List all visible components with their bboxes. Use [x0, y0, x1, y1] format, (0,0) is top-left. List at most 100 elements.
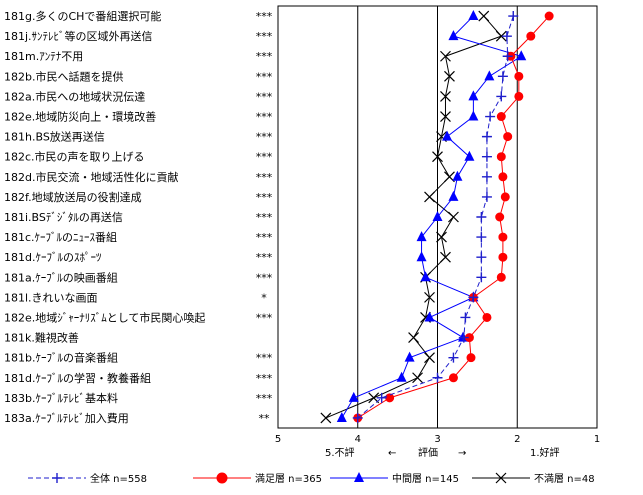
data-point	[440, 50, 451, 62]
data-point	[376, 392, 387, 403]
data-point	[440, 251, 451, 263]
category-label: 181d.ｹｰﾌﾞﾙの学習・教養番組	[4, 371, 151, 385]
data-point	[448, 373, 458, 383]
data-point	[495, 472, 507, 484]
category-label: 182e.地域ｼﾞｬｰﾅﾘｽﾞﾑとして市民関心喚起	[4, 310, 205, 324]
legend-item: 全体 n=558	[28, 472, 147, 485]
data-point	[424, 311, 435, 322]
data-point	[502, 51, 513, 62]
category-label: 182a.市民への地域状況伝達	[4, 89, 145, 103]
data-point	[320, 412, 332, 424]
data-point	[424, 291, 435, 303]
data-point	[440, 91, 451, 102]
category-label: 181h.BS放送再送信	[4, 130, 105, 144]
data-point	[476, 232, 487, 243]
data-point	[216, 472, 228, 484]
category-label: 182c.市民の声を取り上げる	[4, 150, 145, 164]
legend-label: 不満層 n=48	[534, 473, 595, 485]
data-point	[514, 71, 524, 81]
data-point	[448, 211, 459, 223]
data-point	[464, 150, 475, 161]
significance-mark: ***	[256, 231, 273, 244]
category-label: 181c.ｹｰﾌﾞﾙのﾆｭｰｽ番組	[4, 231, 117, 244]
data-point	[498, 232, 508, 242]
category-label: 183a.ｹｰﾌﾞﾙﾃﾚﾋﾞ加入費用	[4, 411, 129, 425]
x-axis-caption-left: 5.不評	[325, 446, 355, 459]
data-point	[481, 131, 492, 142]
category-label: 181g.多くのCHで番組選択可能	[4, 9, 161, 23]
category-labels: 181g.多くのCHで番組選択可能 181j.ｻﾝﾃﾚﾋﾞ等の区域外再送信 181m…	[4, 9, 205, 425]
data-point	[476, 212, 487, 222]
data-point	[508, 11, 519, 22]
significance-mark: ***	[256, 30, 273, 43]
data-point	[458, 332, 469, 343]
significance-labels: ****************************************…	[256, 10, 273, 425]
significance-mark: ***	[256, 191, 273, 204]
data-point	[476, 252, 487, 263]
legend-item: 満足層 n=365	[193, 472, 322, 485]
data-point	[500, 192, 510, 202]
legend-item: 不満層 n=48	[472, 472, 595, 485]
data-point	[354, 472, 364, 482]
significance-mark: *	[261, 291, 267, 304]
data-point	[495, 212, 505, 222]
significance-mark: ***	[256, 352, 273, 365]
data-point	[476, 272, 487, 283]
data-point	[448, 352, 459, 363]
significance-mark: ***	[256, 271, 273, 284]
data-point	[478, 10, 490, 22]
data-point	[495, 30, 507, 42]
category-label: 181j.ｻﾝﾃﾚﾋﾞ等の区域外再送信	[4, 29, 153, 43]
significance-mark: ***	[256, 211, 273, 224]
category-label: 182b.市民へ話題を提供	[4, 69, 123, 83]
category-label: 181m.ｱﾝﾃﾅ不用	[4, 50, 83, 63]
data-point	[498, 252, 508, 262]
data-point	[481, 191, 492, 202]
significance-mark: ***	[256, 311, 273, 324]
series-line	[341, 15, 523, 419]
data-point	[336, 411, 347, 422]
data-point	[416, 251, 427, 262]
legend: 全体 n=558 満足層 n=365 中間層 n=145 不満層 n=48	[28, 472, 595, 485]
data-point	[484, 70, 495, 81]
data-point	[432, 372, 443, 383]
series-4	[320, 10, 507, 424]
series-2	[353, 11, 554, 423]
x-axis-arrow-right: →	[458, 448, 466, 459]
data-point	[516, 50, 527, 61]
data-point	[448, 30, 459, 41]
significance-mark: ***	[256, 131, 273, 144]
series-3	[336, 10, 527, 422]
data-point	[408, 332, 419, 343]
x-tick-label: 3	[434, 434, 440, 445]
data-point	[52, 473, 62, 483]
category-label: 181d.ｹｰﾌﾞﾙのｽﾎﾟｰﾂ	[4, 251, 102, 264]
category-label: 181l.きれいな画面	[4, 291, 98, 304]
data-point	[468, 292, 479, 303]
data-point	[424, 352, 435, 364]
x-tick-label: 1	[594, 434, 600, 445]
data-point	[468, 90, 479, 101]
data-point	[496, 152, 506, 162]
data-point	[496, 272, 506, 282]
significance-mark: ***	[256, 50, 273, 63]
series-1	[352, 11, 519, 423]
category-label: 181b.ｹｰﾌﾞﾙの音楽番組	[4, 351, 118, 365]
significance-mark: ***	[256, 111, 273, 124]
data-point	[468, 110, 479, 121]
data-point	[496, 112, 506, 122]
data-point	[420, 271, 431, 282]
x-axis-caption-right: 1.好評	[530, 446, 560, 459]
legend-label: 満足層 n=365	[255, 473, 322, 485]
data-point	[424, 191, 435, 203]
data-point	[501, 31, 512, 42]
data-point	[452, 170, 463, 181]
series-layer	[320, 10, 554, 424]
category-label: 181i.BSﾃﾞｼﾞﾀﾙの再送信	[4, 210, 123, 224]
data-point	[396, 371, 407, 382]
legend-label: 全体 n=558	[90, 472, 147, 485]
data-point	[432, 211, 443, 221]
data-point	[444, 70, 455, 82]
